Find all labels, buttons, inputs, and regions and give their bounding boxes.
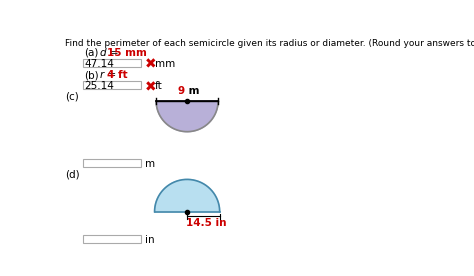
Text: Find the perimeter of each semicircle given its radius or diameter. (Round your : Find the perimeter of each semicircle gi… <box>65 39 474 47</box>
Text: m: m <box>145 159 155 169</box>
Text: mm: mm <box>155 59 175 68</box>
Bar <box>82 235 141 243</box>
Text: d =: d = <box>100 48 121 58</box>
Bar <box>82 159 141 167</box>
Text: ft: ft <box>155 81 162 91</box>
Text: (d): (d) <box>65 169 80 179</box>
Text: r =: r = <box>100 70 119 80</box>
Text: 25.14: 25.14 <box>84 81 114 91</box>
Text: in: in <box>145 235 154 245</box>
Text: m: m <box>185 86 199 96</box>
Polygon shape <box>156 101 218 132</box>
Bar <box>82 81 141 89</box>
Text: 9: 9 <box>178 86 185 96</box>
Text: 15 mm: 15 mm <box>107 48 147 58</box>
Text: (c): (c) <box>65 92 79 102</box>
Text: (a): (a) <box>84 48 99 58</box>
Bar <box>82 59 141 67</box>
Text: 47.14: 47.14 <box>84 59 114 68</box>
Text: 4 ft: 4 ft <box>107 70 128 80</box>
Text: ✖: ✖ <box>145 58 156 72</box>
Text: ✖: ✖ <box>145 80 156 94</box>
Polygon shape <box>155 179 219 212</box>
Text: (b): (b) <box>84 70 99 80</box>
Text: 14.5 in: 14.5 in <box>186 218 227 228</box>
